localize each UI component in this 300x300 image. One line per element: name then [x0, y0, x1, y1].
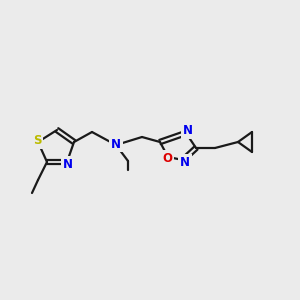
Text: O: O — [162, 152, 172, 164]
Text: N: N — [180, 155, 190, 169]
Text: S: S — [33, 134, 41, 148]
Text: N: N — [111, 137, 121, 151]
Text: N: N — [183, 124, 193, 137]
Text: N: N — [63, 158, 73, 170]
